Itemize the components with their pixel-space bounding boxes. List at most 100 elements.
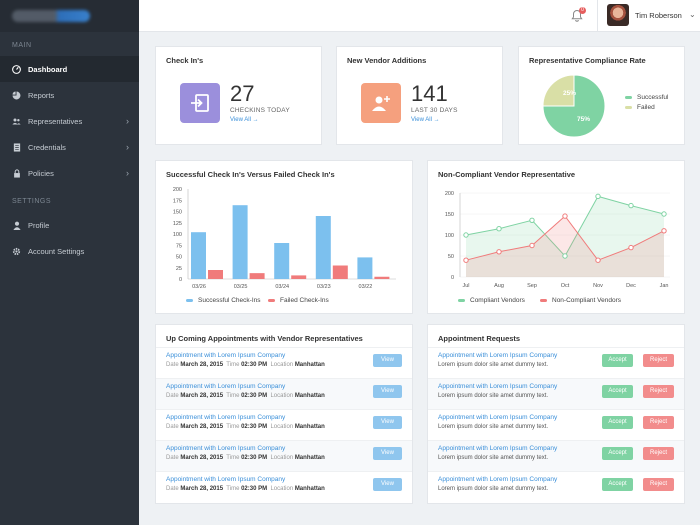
reject-button[interactable]: Reject [643,447,674,460]
sidebar: MAIN Dashboard Reports Representatives ›… [0,0,139,525]
sidebar-item-label: Profile [28,220,50,230]
card-title: Non-Compliant Vendor Representative [438,170,576,179]
legend-successful-checkins: Successful Check-Ins [186,297,261,304]
bar-failed [249,273,265,279]
legend-failed-checkins: Failed Check-Ins [268,297,329,304]
sidebar-item-reports[interactable]: Reports [0,82,139,108]
appointment-details: Date March 28, 2015 Time 02:30 PM Locati… [166,393,325,399]
date-label: Date [166,424,179,430]
sidebar-item-dashboard[interactable]: Dashboard [0,56,139,82]
y-tick-label: 200 [445,191,454,197]
checkins-bar-chart: 0 25 50 75 100 125 150 175 200 03/26 03/25 03/24 03/… [173,187,396,290]
appointment-location: Manhattan [294,424,325,430]
area-fill [466,196,664,277]
bar-successful [357,257,373,279]
request-row: Appointment with Lorem Ipsum Company Lore… [428,409,684,440]
date-label: Date [166,486,179,492]
checkins-subtitle: CHECKINS TODAY [230,107,290,114]
request-title-link[interactable]: Appointment with Lorem Ipsum Company [438,445,558,452]
y-tick-label: 0 [179,277,182,283]
logo-mark [12,10,90,22]
user-name[interactable]: Tim Roberson [635,11,682,20]
view-button[interactable]: View [373,447,402,460]
avatar[interactable] [607,4,629,26]
appointment-title-link[interactable]: Appointment with Lorem Ipsum Company [166,352,286,359]
y-tick-label: 100 [173,232,182,238]
appointment-title-link[interactable]: Appointment with Lorem Ipsum Company [166,445,286,452]
request-row: Appointment with Lorem Ipsum Company Lore… [428,378,684,409]
y-tick-label: 150 [173,210,182,216]
reject-button[interactable]: Reject [643,478,674,491]
logo[interactable] [0,0,139,32]
x-tick-label: Dec [626,283,636,289]
appointment-title-link[interactable]: Appointment with Lorem Ipsum Company [166,414,286,421]
legend-label: Successful [637,94,669,101]
appointment-details: Date March 28, 2015 Time 02:30 PM Locati… [166,455,325,461]
request-title-link[interactable]: Appointment with Lorem Ipsum Company [438,414,558,421]
topbar-divider [597,0,598,32]
request-title-link[interactable]: Appointment with Lorem Ipsum Company [438,476,558,483]
accept-button[interactable]: Accept [602,416,633,429]
checkins-bar-chart-card: Successful Check In's Versus Failed Chec… [155,160,413,314]
data-point [496,226,502,232]
accept-button[interactable]: Accept [602,478,633,491]
legend-swatch [625,96,632,99]
bar-successful [315,216,331,279]
appointment-title-link[interactable]: Appointment with Lorem Ipsum Company [166,383,286,390]
chevron-down-icon[interactable]: ⌄ [689,10,696,19]
add-user-icon [361,83,401,123]
view-button[interactable]: View [373,385,402,398]
data-point [661,211,667,217]
x-tick-label: 03/25 [234,284,248,290]
legend-compliant-vendors: Compliant Vendors [458,297,525,304]
appointment-details: Date March 28, 2015 Time 02:30 PM Locati… [166,424,325,430]
date-label: Date [166,455,179,461]
accept-button[interactable]: Accept [602,385,633,398]
sidebar-item-profile[interactable]: Profile [0,212,139,238]
vendor-additions-subtitle: LAST 30 DAYS [411,107,458,114]
reject-button[interactable]: Reject [643,354,674,367]
y-tick-label: 200 [173,187,182,193]
request-text: Lorem ipsum dolor site amet dummy text. [438,362,549,368]
legend-swatch [625,106,632,109]
reject-button[interactable]: Reject [643,385,674,398]
upcoming-appointments-card: Up Coming Appointments with Vendor Repre… [155,324,413,504]
view-button[interactable]: View [373,416,402,429]
view-button[interactable]: View [373,354,402,367]
legend-swatch [268,299,275,302]
appointment-date: March 28, 2015 [180,393,224,399]
time-label: Time [226,424,240,430]
request-text: Lorem ipsum dolor site amet dummy text. [438,455,549,461]
data-point [628,244,634,251]
sidebar-item-representatives[interactable]: Representatives › [0,108,139,134]
sidebar-item-label: Dashboard [28,64,68,74]
view-button[interactable]: View [373,478,402,491]
sidebar-item-label: Policies [28,168,54,178]
vendor-view-all-link[interactable]: View All → [411,117,440,123]
sidebar-item-policies[interactable]: Policies › [0,160,139,186]
appointment-date: March 28, 2015 [180,486,224,492]
appointment-title-link[interactable]: Appointment with Lorem Ipsum Company [166,476,286,483]
bar-failed [332,265,348,279]
x-tick-label: Aug [494,283,504,289]
appointment-date: March 28, 2015 [180,362,224,368]
x-tick-label: 03/26 [192,284,206,290]
request-title-link[interactable]: Appointment with Lorem Ipsum Company [438,352,558,359]
accept-button[interactable]: Accept [602,354,633,367]
request-title-link[interactable]: Appointment with Lorem Ipsum Company [438,383,558,390]
appointment-row: Appointment with Lorem Ipsum Company Date… [156,440,412,471]
x-tick-label: Jul [462,283,469,289]
reject-button[interactable]: Reject [643,416,674,429]
sidebar-item-credentials[interactable]: Credentials › [0,134,139,160]
location-label: Location [270,393,294,399]
sidebar-item-account-settings[interactable]: Account Settings [0,238,139,264]
x-tick-label: 03/23 [317,284,331,290]
y-tick-label: 50 [448,254,454,260]
legend-label: Compliant Vendors [470,297,525,304]
accept-button[interactable]: Accept [602,447,633,460]
y-tick-label: 150 [445,212,454,218]
legend-label: Failed [637,104,655,111]
checkins-view-all-link[interactable]: View All → [230,117,259,123]
bar-failed [374,276,390,279]
appointment-time: 02:30 PM [241,362,268,368]
